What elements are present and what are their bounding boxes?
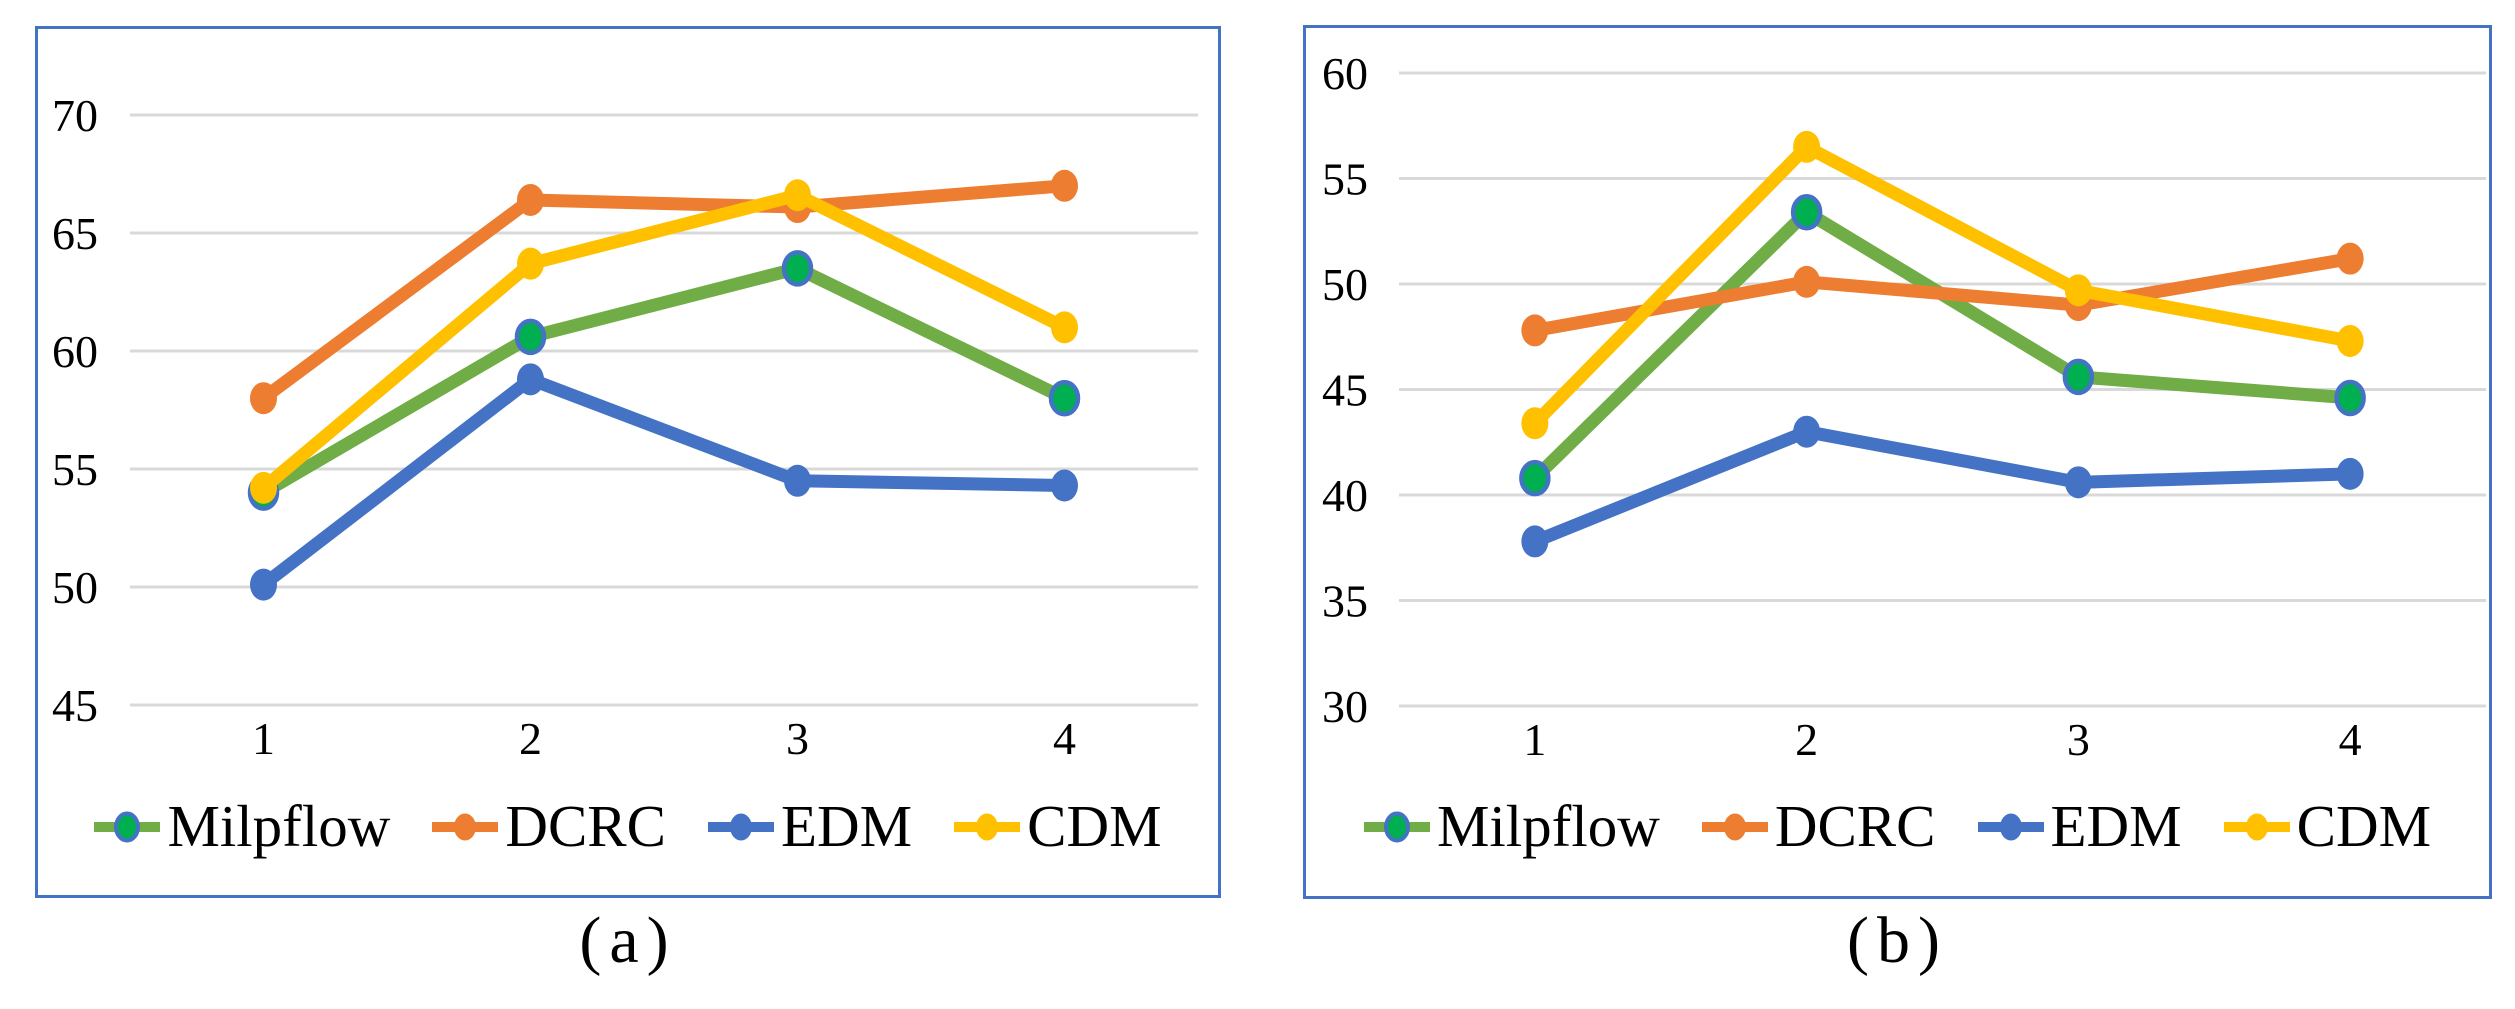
series-marker-milpflow [1790,194,1823,231]
series-marker-dcrc [1051,169,1078,202]
series-marker-edm [2064,466,2092,499]
series-marker-milpflow [514,318,547,356]
y-tick-label: 45 [1322,365,1368,416]
series-marker-milpflow [1048,379,1081,417]
series-line-milpflow [1528,205,2357,485]
series-marker-edm [1793,415,1821,448]
series-line-milpflow [257,261,1071,500]
chart-panel-a: 70 65 60 55 50 45 1 2 3 4 Milpflow DCRC EDM CDM [35,26,1221,898]
series-marker-milpflow [2062,358,2095,396]
y-tick-label: 50 [52,562,98,613]
legend-swatch-cdm-icon [954,813,1021,840]
series-marker-edm [784,464,811,497]
y-tick-label: 70 [52,90,98,141]
x-tick-label: 4 [2339,714,2362,765]
series-marker-cdm [1051,311,1078,344]
series-marker-dcrc [1521,314,1549,347]
legend-item-dcrc: DCRC [432,797,666,856]
legend-label: EDM [2050,793,2182,859]
series-marker-edm [2336,457,2364,490]
y-tick-label: 45 [52,680,98,731]
legend-swatch-dcrc-icon [1701,813,1768,840]
legend-label: CDM [1027,793,1162,859]
series-marker-milpflow [2334,379,2366,417]
series-marker-edm [517,363,544,396]
series-marker-cdm [1521,407,1549,440]
series-marker-cdm [2336,324,2364,357]
legend-b: Milpflow DCRC EDM CDM [1306,797,2489,856]
series-marker-milpflow [781,250,814,287]
series-marker-edm [1521,525,1549,558]
series-marker-dcrc [250,382,277,415]
legend-item-edm: EDM [708,797,912,856]
chart-panel-b: 60 55 50 45 40 35 30 1 2 3 4 Milpflow DCRC EDM CDM [1303,25,2492,899]
series-marker-cdm [250,471,277,504]
legend-item-cdm: CDM [2223,793,2432,859]
series-line-edm [257,372,1071,592]
x-tick-label: 3 [2067,714,2090,765]
series-marker-cdm [517,247,544,280]
y-tick-label: 55 [1322,154,1368,205]
series-marker-dcrc [1793,265,1821,298]
legend-swatch-cdm-icon [2223,813,2290,840]
x-tick-label: 1 [1523,714,1546,765]
y-tick-label: 30 [1322,681,1368,732]
y-tick-label: 60 [1322,48,1368,99]
legend-swatch-edm-icon [1977,813,2044,840]
legend-label: Milpflow [167,793,391,859]
series-line-dcrc [257,179,1071,405]
legend-label: DCRC [1774,793,1936,859]
legend-item-milpflow: Milpflow [1363,793,1660,859]
legend-item-milpflow: Milpflow [94,797,390,856]
series-line-edm [1528,425,2357,548]
x-tick-label: 2 [519,713,542,764]
legend-label: Milpflow [1436,793,1660,859]
series-marker-dcrc [517,183,544,216]
y-tick-label: 65 [52,208,98,259]
legend-swatch-edm-icon [708,813,775,840]
x-tick-label: 4 [1053,713,1076,764]
series-marker-cdm [784,179,811,212]
legend-a: Milpflow DCRC EDM CDM [38,797,1218,856]
legend-item-edm: EDM [1977,793,2182,859]
series-line-cdm [1528,140,2357,430]
caption-b: (b) [1847,904,1948,977]
series-marker-milpflow [1519,459,1551,497]
legend-label: EDM [781,793,913,859]
series-marker-dcrc [2336,242,2364,275]
legend-swatch-dcrc-icon [432,813,499,840]
y-tick-label: 35 [1322,576,1368,627]
y-tick-label: 50 [1322,259,1368,310]
series-marker-edm [1051,469,1078,502]
series-line-cdm [257,188,1071,495]
legend-swatch-milpflow-icon [1363,811,1430,842]
legend-label: DCRC [505,793,667,859]
series-line-dcrc [1528,252,2357,337]
legend-swatch-milpflow-icon [94,811,161,842]
series-marker-cdm [1793,130,1821,163]
x-tick-label: 2 [1795,714,1818,765]
legend-item-dcrc: DCRC [1701,793,1936,859]
y-tick-label: 40 [1322,470,1368,521]
chart-svg-b: 60 55 50 45 40 35 30 1 2 3 4 [1322,48,2486,765]
caption-a: (a) [579,904,677,977]
x-tick-label: 1 [252,713,275,764]
legend-item-cdm: CDM [954,793,1162,859]
legend-label: CDM [2296,793,2432,859]
y-tick-label: 55 [52,444,98,495]
series-marker-cdm [2064,274,2092,307]
series-marker-edm [250,568,277,601]
x-tick-label: 3 [786,713,809,764]
y-tick-label: 60 [52,326,98,377]
chart-svg-a: 70 65 60 55 50 45 1 2 3 4 [52,90,1198,764]
